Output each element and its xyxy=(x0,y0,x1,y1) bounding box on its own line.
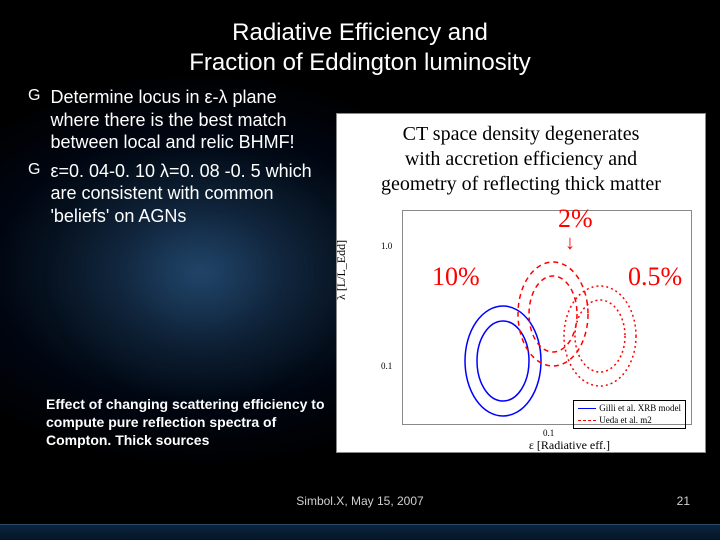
chart-legend: Gilli et al. XRB model Ueda et al. m2 xyxy=(573,400,686,429)
bullet-item: G Determine locus in ε-λ plane where the… xyxy=(28,86,328,154)
bullet-list: G Determine locus in ε-λ plane where the… xyxy=(28,86,328,227)
title-line2: Fraction of Eddington luminosity xyxy=(189,49,531,76)
ct-line3: geometry of reflecting thick matter xyxy=(381,173,661,195)
effect-note: Effect of changing scattering efficiency… xyxy=(46,395,336,450)
bullet-text: Determine locus in ε-λ plane where there… xyxy=(50,86,328,154)
ct-caption: CT space density degenerates with accret… xyxy=(336,122,706,197)
annotation-05pct: 0.5% xyxy=(628,262,682,292)
slide-title: Radiative Efficiency and Fraction of Edd… xyxy=(0,0,720,78)
arrow-down-icon: ↓ xyxy=(565,232,575,255)
footer-date: Simbol.X, May 15, 2007 xyxy=(0,494,720,508)
page-number: 21 xyxy=(677,494,690,508)
xlabel: ε [Radiative eff.] xyxy=(529,438,610,453)
ytick-1: 1.0 xyxy=(381,241,392,251)
legend-item: Ueda et al. m2 xyxy=(578,415,681,427)
legend-text: Gilli et al. XRB model xyxy=(599,403,681,413)
chart-plot-area: 1.0 0.1 0.1 xyxy=(402,210,692,425)
bullet-text: ε=0. 04-0. 10 λ=0. 08 -0. 5 which are co… xyxy=(50,160,328,228)
ct-line1: CT space density degenerates xyxy=(403,123,640,145)
bullet-item: G ε=0. 04-0. 10 λ=0. 08 -0. 5 which are … xyxy=(28,160,328,228)
ylabel: λ [L/L_Edd] xyxy=(334,240,349,300)
legend-item: Gilli et al. XRB model xyxy=(578,403,681,415)
annotation-2pct: 2% xyxy=(558,204,593,234)
bottom-bar xyxy=(0,524,720,540)
contour-2pct-inner xyxy=(529,276,577,352)
title-line1: Radiative Efficiency and xyxy=(232,19,488,46)
xtick-01: 0.1 xyxy=(543,428,554,438)
contour-10pct-inner xyxy=(477,321,529,401)
ct-line2: with accretion efficiency and xyxy=(405,148,637,170)
legend-text: Ueda et al. m2 xyxy=(599,415,651,425)
bullet-marker-icon: G xyxy=(28,86,40,154)
chart-svg xyxy=(403,211,693,426)
bullet-marker-icon: G xyxy=(28,160,40,228)
contour-05pct-inner xyxy=(575,300,625,372)
annotation-10pct: 10% xyxy=(432,262,480,292)
ytick-01: 0.1 xyxy=(381,361,392,371)
